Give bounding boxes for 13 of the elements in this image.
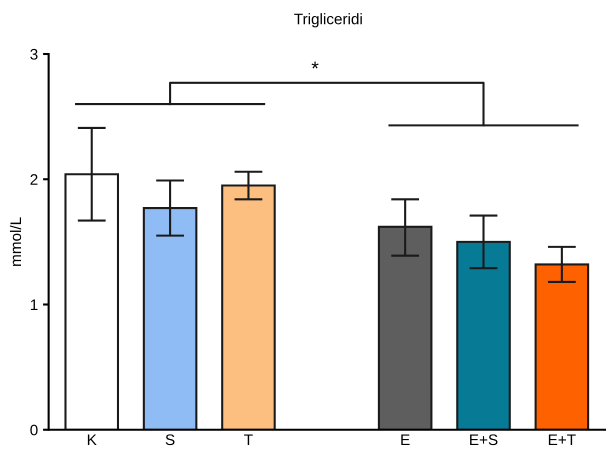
- x-tick-label: E+S: [470, 434, 498, 446]
- annotation: *: [312, 62, 319, 68]
- y-tick-label: 3: [30, 48, 38, 60]
- y-axis-title: mmol/L: [10, 217, 22, 266]
- x-tick-label: T: [244, 434, 253, 445]
- y-tick-label: 0: [30, 424, 38, 436]
- y-tick-label: 2: [30, 174, 38, 185]
- x-tick-label: E: [401, 434, 410, 445]
- y-tick-label: 1: [30, 300, 38, 310]
- x-tick-label: E+T: [548, 434, 576, 445]
- x-tick-label: K: [88, 434, 97, 445]
- chart-title: Trigliceridi: [294, 13, 362, 28]
- x-tick-label: S: [166, 434, 174, 446]
